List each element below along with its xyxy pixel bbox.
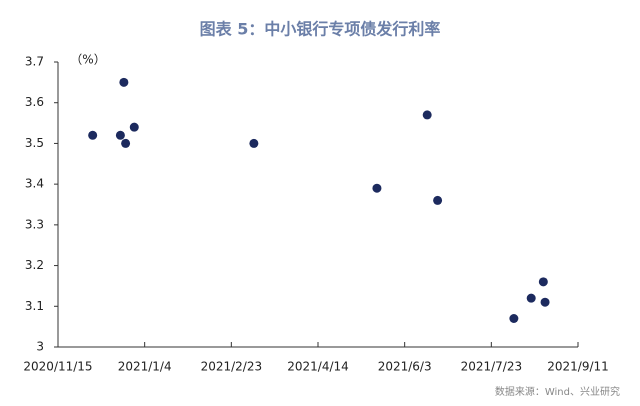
y-tick-label: 3.4 bbox=[25, 177, 44, 191]
point bbox=[526, 293, 536, 303]
y-tick-label: 3.6 bbox=[25, 95, 44, 109]
point bbox=[249, 138, 259, 148]
y-tick-label: 3 bbox=[36, 340, 44, 354]
x-tick-label: 2021/6/3 bbox=[378, 360, 432, 374]
point bbox=[115, 130, 125, 140]
point bbox=[119, 77, 129, 87]
x-tick-label: 2021/1/4 bbox=[118, 360, 172, 374]
point bbox=[372, 183, 382, 193]
point bbox=[433, 195, 443, 205]
point bbox=[509, 314, 519, 323]
x-tick-label: 2021/7/23 bbox=[461, 360, 523, 374]
point bbox=[88, 130, 98, 140]
source-note: 数据来源：Wind、兴业研究 bbox=[495, 385, 620, 398]
x-tick-label: 2020/11/15 bbox=[23, 360, 92, 374]
x-tick-label: 2021/9/11 bbox=[547, 360, 609, 374]
y-tick-label: 3.1 bbox=[25, 299, 44, 313]
chart-title: 图表 5：中小银行专项债发行利率 bbox=[200, 20, 441, 39]
x-tick-label: 2021/2/23 bbox=[201, 360, 263, 374]
y-axis-label: （%） bbox=[70, 53, 105, 67]
y-tick-label: 3.7 bbox=[25, 55, 44, 69]
y-tick-label: 3.2 bbox=[25, 258, 44, 272]
point bbox=[538, 277, 548, 287]
y-tick-label: 3.3 bbox=[25, 217, 44, 231]
point bbox=[540, 297, 550, 307]
point bbox=[422, 110, 432, 120]
point bbox=[121, 138, 131, 148]
x-tick-label: 2021/4/14 bbox=[287, 360, 349, 374]
y-tick-label: 3.5 bbox=[25, 136, 44, 150]
point bbox=[129, 122, 139, 132]
